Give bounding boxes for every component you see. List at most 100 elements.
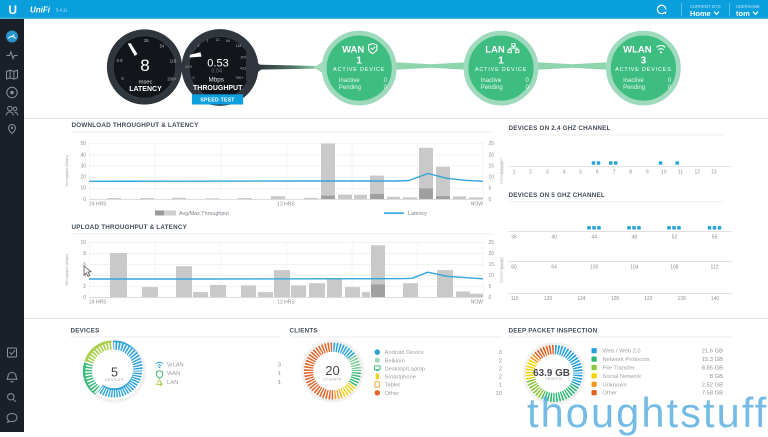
svg-text:5: 5 [579, 170, 582, 176]
svg-text:WLAN: WLAN [167, 363, 184, 369]
svg-text:3: 3 [641, 56, 647, 67]
svg-text:tom: tom [736, 9, 750, 18]
svg-text:Tablet: Tablet [385, 383, 401, 389]
svg-text:0: 0 [83, 295, 86, 301]
svg-text:LATENCY: LATENCY [129, 86, 162, 93]
svg-text:24 HRS: 24 HRS [89, 300, 107, 306]
svg-text:8: 8 [629, 170, 632, 176]
svg-text:100: 100 [590, 264, 599, 270]
svg-text:Avg/Max Throughput: Avg/Max Throughput [179, 211, 229, 217]
svg-text:3: 3 [278, 363, 281, 369]
svg-text:0: 0 [525, 85, 529, 91]
svg-text:DEEP PACKET INSPECTION: DEEP PACKET INSPECTION [509, 328, 598, 335]
svg-text:15: 15 [489, 163, 495, 169]
svg-text:2: 2 [499, 358, 502, 364]
svg-text:200+: 200+ [167, 77, 177, 82]
svg-text:Pending: Pending [623, 85, 645, 91]
svg-text:2.52 GB: 2.52 GB [702, 382, 723, 388]
svg-text:128: 128 [611, 296, 620, 302]
svg-text:Belkinin: Belkinin [385, 358, 405, 364]
svg-text:40: 40 [551, 235, 557, 241]
svg-text:Other: Other [385, 391, 400, 397]
svg-text:10: 10 [496, 391, 502, 397]
svg-text:0: 0 [668, 85, 672, 91]
svg-text:U: U [8, 3, 17, 17]
svg-text:13: 13 [711, 170, 717, 176]
svg-text:104: 104 [630, 264, 639, 270]
svg-text:64: 64 [551, 264, 557, 270]
svg-text:0: 0 [83, 197, 86, 203]
svg-text:2: 2 [198, 44, 200, 48]
svg-text:DEVICES ON 5 GHZ CHANNEL: DEVICES ON 5 GHZ CHANNEL [509, 192, 605, 199]
svg-text:File Transfer: File Transfer [603, 366, 635, 372]
svg-text:0: 0 [193, 76, 195, 80]
svg-text:7: 7 [613, 170, 616, 176]
svg-text:136: 136 [678, 296, 687, 302]
svg-text:36: 36 [511, 235, 517, 241]
svg-text:1: 1 [513, 170, 516, 176]
svg-text:6: 6 [596, 170, 599, 176]
svg-text:1: 1 [356, 56, 362, 67]
svg-text:Home: Home [690, 9, 711, 18]
svg-text:116: 116 [170, 59, 177, 64]
svg-text:56: 56 [712, 235, 718, 241]
svg-text:0: 0 [668, 78, 672, 84]
svg-text:Pending: Pending [481, 85, 503, 91]
svg-text:8: 8 [140, 56, 149, 75]
svg-text:DOWNLOAD THROUGHPUT & LATENCY: DOWNLOAD THROUGHPUT & LATENCY [72, 122, 200, 129]
svg-text:0: 0 [121, 76, 124, 81]
svg-text:2: 2 [83, 284, 86, 290]
svg-text:WLAN: WLAN [623, 45, 652, 56]
svg-text:207: 207 [241, 56, 247, 60]
svg-text:8: 8 [83, 251, 86, 257]
svg-text:0: 0 [525, 78, 529, 84]
svg-text:9: 9 [646, 170, 649, 176]
svg-text:Network Protocols: Network Protocols [603, 357, 650, 363]
svg-text:20: 20 [489, 251, 495, 257]
svg-text:25: 25 [144, 38, 149, 43]
svg-text:25: 25 [489, 240, 495, 246]
svg-text:12: 12 [695, 170, 701, 176]
svg-text:0: 0 [384, 78, 388, 84]
svg-text:CLIENTS: CLIENTS [290, 328, 318, 335]
svg-text:1: 1 [498, 56, 504, 67]
svg-text:2: 2 [499, 375, 502, 381]
svg-text:44: 44 [591, 235, 597, 241]
svg-text:5.4.11: 5.4.11 [56, 8, 68, 13]
svg-text:8.85 GB: 8.85 GB [702, 366, 723, 372]
svg-text:413: 413 [240, 67, 246, 71]
svg-text:NOW: NOW [471, 202, 484, 208]
svg-text:USERNAME: USERNAME [736, 4, 760, 9]
svg-text:112: 112 [711, 264, 719, 270]
svg-text:140: 140 [711, 296, 720, 302]
svg-text:1: 1 [207, 39, 209, 43]
svg-text:63.9 GB: 63.9 GB [533, 368, 570, 379]
svg-text:LAN: LAN [485, 45, 505, 56]
svg-text:Web / Web 2.0: Web / Web 2.0 [603, 349, 641, 355]
svg-text:Other: Other [603, 391, 618, 397]
svg-text:Latency (msec): Latency (msec) [500, 257, 504, 284]
svg-text:11: 11 [678, 170, 683, 176]
svg-text:50: 50 [80, 141, 86, 147]
svg-text:30: 30 [80, 163, 86, 169]
svg-text:UniFi: UniFi [30, 5, 51, 14]
svg-text:116: 116 [511, 296, 519, 302]
svg-text:10: 10 [489, 273, 495, 279]
svg-text:Smartphone: Smartphone [385, 375, 417, 381]
svg-text:20: 20 [325, 363, 339, 378]
svg-text:10: 10 [489, 175, 495, 181]
svg-text:LAN: LAN [167, 380, 178, 386]
svg-text:Throughput (Mbps): Throughput (Mbps) [65, 154, 69, 187]
svg-text:3: 3 [546, 170, 549, 176]
svg-text:132: 132 [644, 296, 653, 302]
svg-text:0: 0 [489, 295, 492, 301]
svg-text:Desktop/Laptop: Desktop/Laptop [385, 366, 426, 372]
svg-text:Devices: Devices [501, 257, 505, 269]
svg-text:2: 2 [499, 366, 502, 372]
svg-text:0: 0 [489, 197, 492, 203]
svg-text:5: 5 [489, 186, 492, 192]
svg-text:21.6 GB: 21.6 GB [702, 349, 723, 355]
svg-text:118: 118 [236, 44, 242, 48]
svg-text:0.04: 0.04 [211, 69, 222, 75]
svg-text:20: 20 [489, 152, 495, 158]
